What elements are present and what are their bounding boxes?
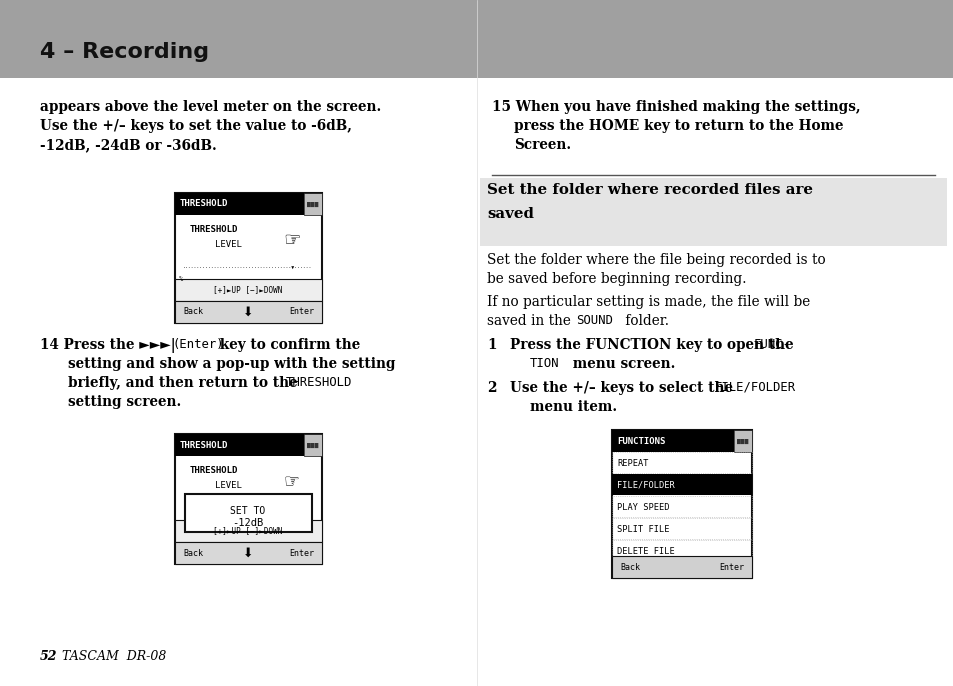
Text: ······································▼······: ······································▼·…: [183, 265, 312, 270]
Text: TASCAM  DR-08: TASCAM DR-08: [58, 650, 166, 663]
Text: Press the FUNCTION key to open the: Press the FUNCTION key to open the: [510, 338, 798, 352]
Text: ███: ███: [307, 442, 318, 447]
Text: FUNCTIONS: FUNCTIONS: [617, 436, 664, 445]
Text: Back: Back: [183, 307, 203, 316]
Text: Back: Back: [183, 549, 203, 558]
Text: If no particular setting is made, the file will be: If no particular setting is made, the fi…: [486, 295, 809, 309]
Text: ███: ███: [737, 438, 748, 444]
Text: 15 When you have finished making the settings,: 15 When you have finished making the set…: [492, 100, 860, 114]
Text: LEVEL: LEVEL: [214, 481, 242, 490]
Text: folder.: folder.: [620, 314, 668, 328]
Text: THRESHOLD: THRESHOLD: [190, 225, 238, 234]
Text: Use the +/– keys to select the: Use the +/– keys to select the: [510, 381, 737, 395]
Text: 2: 2: [486, 381, 496, 395]
Text: %: %: [179, 276, 183, 282]
Text: THRESHOLD: THRESHOLD: [190, 466, 238, 475]
Text: press the HOME key to return to the Home: press the HOME key to return to the Home: [514, 119, 842, 133]
Text: setting screen.: setting screen.: [68, 395, 181, 409]
Bar: [174, 193, 304, 215]
Bar: [612, 430, 751, 578]
Text: TION: TION: [530, 357, 558, 370]
Text: Set the folder where recorded files are: Set the folder where recorded files are: [486, 183, 812, 197]
Text: menu screen.: menu screen.: [567, 357, 675, 371]
Bar: [174, 301, 322, 323]
Bar: [612, 430, 733, 452]
Text: Enter: Enter: [719, 563, 743, 571]
Text: setting and show a pop-up with the setting: setting and show a pop-up with the setti…: [68, 357, 395, 371]
Text: Enter: Enter: [289, 549, 314, 558]
Text: SET TO: SET TO: [230, 506, 265, 516]
Text: ███: ███: [307, 202, 318, 206]
Text: -12dB: -12dB: [233, 518, 263, 528]
Text: Enter: Enter: [289, 307, 314, 316]
Text: FILE/FOLDER: FILE/FOLDER: [714, 381, 796, 394]
Text: Screen.: Screen.: [514, 138, 571, 152]
Bar: [0, 0, 953, 78]
Text: FUNC-: FUNC-: [753, 338, 790, 351]
Text: ⬇: ⬇: [242, 305, 253, 318]
Bar: [612, 452, 751, 473]
Text: [+]►UP [−]►DOWN: [+]►UP [−]►DOWN: [213, 526, 282, 536]
Text: SOUND: SOUND: [576, 314, 612, 327]
Text: THRESHOLD: THRESHOLD: [180, 200, 228, 209]
Text: FILE/FOLDER: FILE/FOLDER: [617, 480, 674, 490]
Bar: [479, 178, 946, 246]
Text: key to confirm the: key to confirm the: [214, 338, 360, 352]
Text: saved: saved: [486, 207, 534, 221]
Text: ⬇: ⬇: [242, 547, 253, 560]
Bar: [612, 518, 751, 539]
Bar: [304, 434, 322, 456]
Text: 14 Press the ►►►|: 14 Press the ►►►|: [40, 338, 180, 353]
Text: menu item.: menu item.: [530, 400, 617, 414]
Bar: [174, 279, 322, 301]
Bar: [174, 193, 322, 323]
Text: DELETE FILE: DELETE FILE: [617, 547, 674, 556]
Text: LEVEL: LEVEL: [214, 240, 242, 249]
Bar: [733, 430, 751, 452]
Text: be saved before beginning recording.: be saved before beginning recording.: [486, 272, 745, 286]
Bar: [174, 542, 322, 564]
Bar: [174, 520, 322, 542]
Bar: [612, 496, 751, 517]
Bar: [185, 494, 312, 532]
Text: THRESHOLD: THRESHOLD: [286, 376, 352, 389]
Text: SPLIT FILE: SPLIT FILE: [617, 525, 669, 534]
Text: (Enter): (Enter): [172, 338, 224, 351]
Text: Back: Back: [619, 563, 639, 571]
Text: Set the folder where the file being recorded is to: Set the folder where the file being reco…: [486, 253, 824, 267]
Bar: [174, 434, 322, 564]
Bar: [612, 540, 751, 561]
Text: 52: 52: [40, 650, 57, 663]
Text: [+]►UP [−]►DOWN: [+]►UP [−]►DOWN: [213, 285, 282, 294]
Bar: [612, 474, 751, 495]
Text: REPEAT: REPEAT: [617, 458, 648, 467]
Text: ☞: ☞: [283, 231, 300, 250]
Text: briefly, and then return to the: briefly, and then return to the: [68, 376, 302, 390]
Text: saved in the: saved in the: [486, 314, 575, 328]
Text: PLAY SPEED: PLAY SPEED: [617, 503, 669, 512]
Text: ☞: ☞: [283, 472, 299, 490]
Text: 1: 1: [486, 338, 496, 352]
Bar: [174, 434, 304, 456]
Text: 4 – Recording: 4 – Recording: [40, 42, 209, 62]
Text: appears above the level meter on the screen.
Use the +/– keys to set the value t: appears above the level meter on the scr…: [40, 100, 381, 152]
Text: THRESHOLD: THRESHOLD: [180, 440, 228, 449]
Bar: [612, 556, 751, 578]
Bar: [304, 193, 322, 215]
